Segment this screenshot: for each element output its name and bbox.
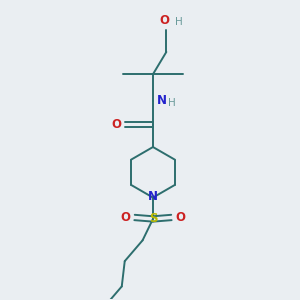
Text: O: O [160, 14, 170, 27]
Text: O: O [111, 118, 121, 130]
Text: S: S [149, 212, 157, 225]
Text: O: O [175, 211, 185, 224]
Text: N: N [157, 94, 166, 107]
Text: N: N [148, 190, 158, 203]
Text: O: O [121, 211, 131, 224]
Text: H: H [175, 17, 183, 27]
Text: H: H [168, 98, 176, 108]
